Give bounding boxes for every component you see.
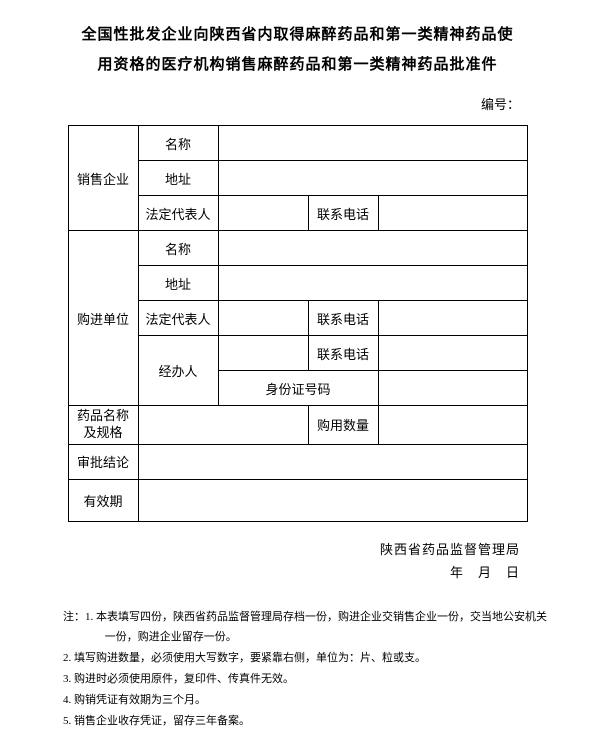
authority-name: 陕西省药品监督管理局	[45, 538, 520, 561]
agent-label: 经办人	[138, 336, 218, 406]
buyer-name-label: 名称	[138, 231, 218, 266]
seller-section-label: 销售企业	[68, 126, 138, 231]
buyer-legal-rep-value	[218, 301, 308, 336]
seller-address-label: 地址	[138, 161, 218, 196]
drug-spec-label: 药品名称 及规格	[68, 406, 138, 445]
buyer-section-label: 购进单位	[68, 231, 138, 406]
note-1: 注：1. 本表填写四份，陕西省药品监督管理局存档一份，购进企业交销售企业一份，交…	[63, 607, 550, 649]
quantity-label: 购用数量	[308, 406, 378, 445]
agent-phone-label: 联系电话	[308, 336, 378, 371]
seller-name-label: 名称	[138, 126, 218, 161]
title-line-1: 全国性批发企业向陕西省内取得麻醉药品和第一类精神药品使	[45, 20, 550, 50]
buyer-address-value	[218, 266, 527, 301]
agent-name-value	[218, 336, 308, 371]
buyer-name-value	[218, 231, 527, 266]
note-5: 5. 销售企业收存凭证，留存三年备案。	[63, 711, 550, 732]
id-number-label: 身份证号码	[218, 371, 378, 406]
seller-name-value	[218, 126, 527, 161]
seller-legal-rep-value	[218, 196, 308, 231]
seller-phone-label: 联系电话	[308, 196, 378, 231]
note-4: 4. 购销凭证有效期为三个月。	[63, 690, 550, 711]
approval-value	[138, 444, 527, 479]
approval-form-table: 销售企业 名称 地址 法定代表人 联系电话 购进单位 名称 地址 法定代表人 联…	[68, 125, 528, 522]
validity-label: 有效期	[68, 479, 138, 521]
buyer-phone-value	[378, 301, 527, 336]
id-number-value	[378, 371, 527, 406]
buyer-phone-label: 联系电话	[308, 301, 378, 336]
title-line-2: 用资格的医疗机构销售麻醉药品和第一类精神药品批准件	[45, 50, 550, 80]
issue-date: 年 月 日	[45, 561, 520, 584]
buyer-address-label: 地址	[138, 266, 218, 301]
document-title: 全国性批发企业向陕西省内取得麻醉药品和第一类精神药品使 用资格的医疗机构销售麻醉…	[45, 20, 550, 80]
approval-label: 审批结论	[68, 444, 138, 479]
quantity-value	[378, 406, 527, 445]
drug-spec-value	[138, 406, 308, 445]
seller-phone-value	[378, 196, 527, 231]
note-2: 2. 填写购进数量，必须使用大写数字，要紧靠右侧，单位为：片、粒或支。	[63, 648, 550, 669]
serial-number-label: 编号：	[45, 94, 550, 113]
note-3: 3. 购进时必须使用原件，复印件、传真件无效。	[63, 669, 550, 690]
validity-value	[138, 479, 527, 521]
issuing-authority: 陕西省药品监督管理局 年 月 日	[45, 538, 550, 585]
notes-section: 注：1. 本表填写四份，陕西省药品监督管理局存档一份，购进企业交销售企业一份，交…	[45, 607, 550, 732]
agent-phone-value	[378, 336, 527, 371]
seller-address-value	[218, 161, 527, 196]
seller-legal-rep-label: 法定代表人	[138, 196, 218, 231]
buyer-legal-rep-label: 法定代表人	[138, 301, 218, 336]
